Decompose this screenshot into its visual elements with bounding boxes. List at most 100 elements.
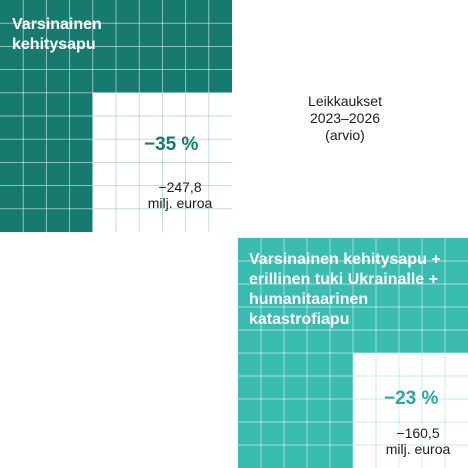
waffle-cell-cut: [162, 139, 186, 163]
waffle-cell-filled: [330, 353, 353, 376]
waffle-cell-filled: [92, 0, 116, 24]
panel-1-title-line: kehitysapu: [12, 36, 96, 53]
waffle-cell-cut: [116, 116, 140, 140]
panel-2-title-line: humanitaarinen: [249, 291, 369, 308]
waffle-cell-filled: [238, 353, 261, 376]
waffle-cell-filled: [0, 139, 24, 163]
waffle-cell-filled: [69, 208, 93, 232]
waffle-cell-filled: [261, 353, 284, 376]
waffle-cell-filled: [330, 261, 353, 284]
waffle-cell-filled: [69, 116, 93, 140]
waffle-cell-filled: [116, 46, 140, 70]
waffle-cell-filled: [0, 185, 24, 209]
waffle-cell-filled: [330, 422, 353, 445]
waffle-cell-cut: [399, 353, 422, 376]
caption-line: (arvio): [325, 127, 365, 143]
waffle-cell-cut: [353, 353, 376, 376]
waffle-cell-filled: [261, 261, 284, 284]
panel-2-amount-value: −160,5: [396, 425, 440, 441]
waffle-cell-cut: [399, 445, 422, 468]
waffle-cell-cut: [399, 422, 422, 445]
waffle-cell-filled: [139, 69, 163, 93]
chart-caption: Leikkaukset 2023–2026 (arvio): [290, 93, 400, 144]
waffle-cell-filled: [69, 185, 93, 209]
caption-line: 2023–2026: [309, 110, 381, 126]
waffle-cell-cut: [185, 116, 209, 140]
waffle-cell-cut: [185, 208, 209, 232]
waffle-cell-filled: [238, 330, 261, 353]
waffle-cell-filled: [261, 330, 284, 353]
waffle-cell-filled: [69, 0, 93, 24]
waffle-cell-filled: [445, 284, 468, 307]
waffle-cell-filled: [307, 422, 330, 445]
waffle-cell-filled: [422, 330, 445, 353]
waffle-cell-filled: [284, 376, 307, 399]
waffle-cell-cut: [399, 399, 422, 422]
waffle-cell-cut: [139, 208, 163, 232]
waffle-cell-filled: [238, 399, 261, 422]
waffle-cell-cut: [208, 162, 232, 186]
waffle-cell-filled: [353, 284, 376, 307]
waffle-cell-cut: [185, 139, 209, 163]
waffle-cell-cut: [376, 399, 399, 422]
waffle-cell-cut: [162, 116, 186, 140]
waffle-cell-filled: [353, 330, 376, 353]
waffle-cell-filled: [261, 422, 284, 445]
waffle-cell-filled: [330, 376, 353, 399]
waffle-cell-filled: [261, 445, 284, 468]
waffle-cell-cut: [162, 185, 186, 209]
waffle-cell-filled: [46, 0, 70, 24]
waffle-cell-filled: [284, 307, 307, 330]
waffle-cell-cut: [422, 353, 445, 376]
waffle-cell-cut: [422, 399, 445, 422]
panel-1-title: Varsinainen kehitysapu: [12, 15, 102, 55]
waffle-cell-cut: [139, 162, 163, 186]
waffle-cell-cut: [208, 116, 232, 140]
panel-2-amount-label: −160,5 milj. euroa: [372, 425, 464, 457]
waffle-cell-filled: [284, 261, 307, 284]
waffle-cell-cut: [139, 185, 163, 209]
panel-2-title-line: katastrofiapu: [249, 311, 350, 328]
waffle-cell-filled: [261, 238, 284, 261]
waffle-cell-cut: [92, 139, 116, 163]
waffle-cell-filled: [330, 445, 353, 468]
waffle-cell-cut: [139, 92, 163, 116]
waffle-cell-cut: [92, 185, 116, 209]
waffle-cell-filled: [284, 330, 307, 353]
waffle-cell-filled: [162, 46, 186, 70]
waffle-cell-filled: [116, 69, 140, 93]
waffle-cell-cut: [399, 376, 422, 399]
waffle-cell-cut: [92, 116, 116, 140]
waffle-cell-filled: [261, 307, 284, 330]
panel-2-change-label: −23 %: [384, 388, 439, 409]
waffle-cell-filled: [307, 307, 330, 330]
waffle-cell-cut: [116, 162, 140, 186]
waffle-cell-filled: [422, 307, 445, 330]
waffle-cell-filled: [307, 261, 330, 284]
waffle-cell-filled: [238, 238, 261, 261]
waffle-cell-cut: [376, 353, 399, 376]
waffle-cell-cut: [208, 139, 232, 163]
waffle-cell-filled: [399, 284, 422, 307]
panel-1-change-label: −35 %: [144, 134, 199, 155]
waffle-cell-filled: [46, 208, 70, 232]
panel-1-amount-value: −247,8: [158, 179, 202, 195]
waffle-cell-filled: [23, 23, 47, 47]
waffle-cell-filled: [330, 330, 353, 353]
waffle-cell-filled: [46, 92, 70, 116]
waffle-cell-filled: [46, 162, 70, 186]
waffle-cell-filled: [23, 185, 47, 209]
waffle-cell-filled: [162, 0, 186, 24]
waffle-cell-filled: [307, 284, 330, 307]
waffle-cell-cut: [185, 185, 209, 209]
panel-2-title-line: Varsinainen kehitysapu +: [249, 251, 441, 268]
waffle-cell-filled: [376, 307, 399, 330]
waffle-cell-filled: [376, 284, 399, 307]
waffle-panel-2: [238, 238, 468, 468]
waffle-cell-filled: [0, 23, 24, 47]
waffle-cell-cut: [162, 162, 186, 186]
waffle-cell-cut: [208, 208, 232, 232]
waffle-cell-filled: [92, 46, 116, 70]
waffle-cell-cut: [353, 399, 376, 422]
